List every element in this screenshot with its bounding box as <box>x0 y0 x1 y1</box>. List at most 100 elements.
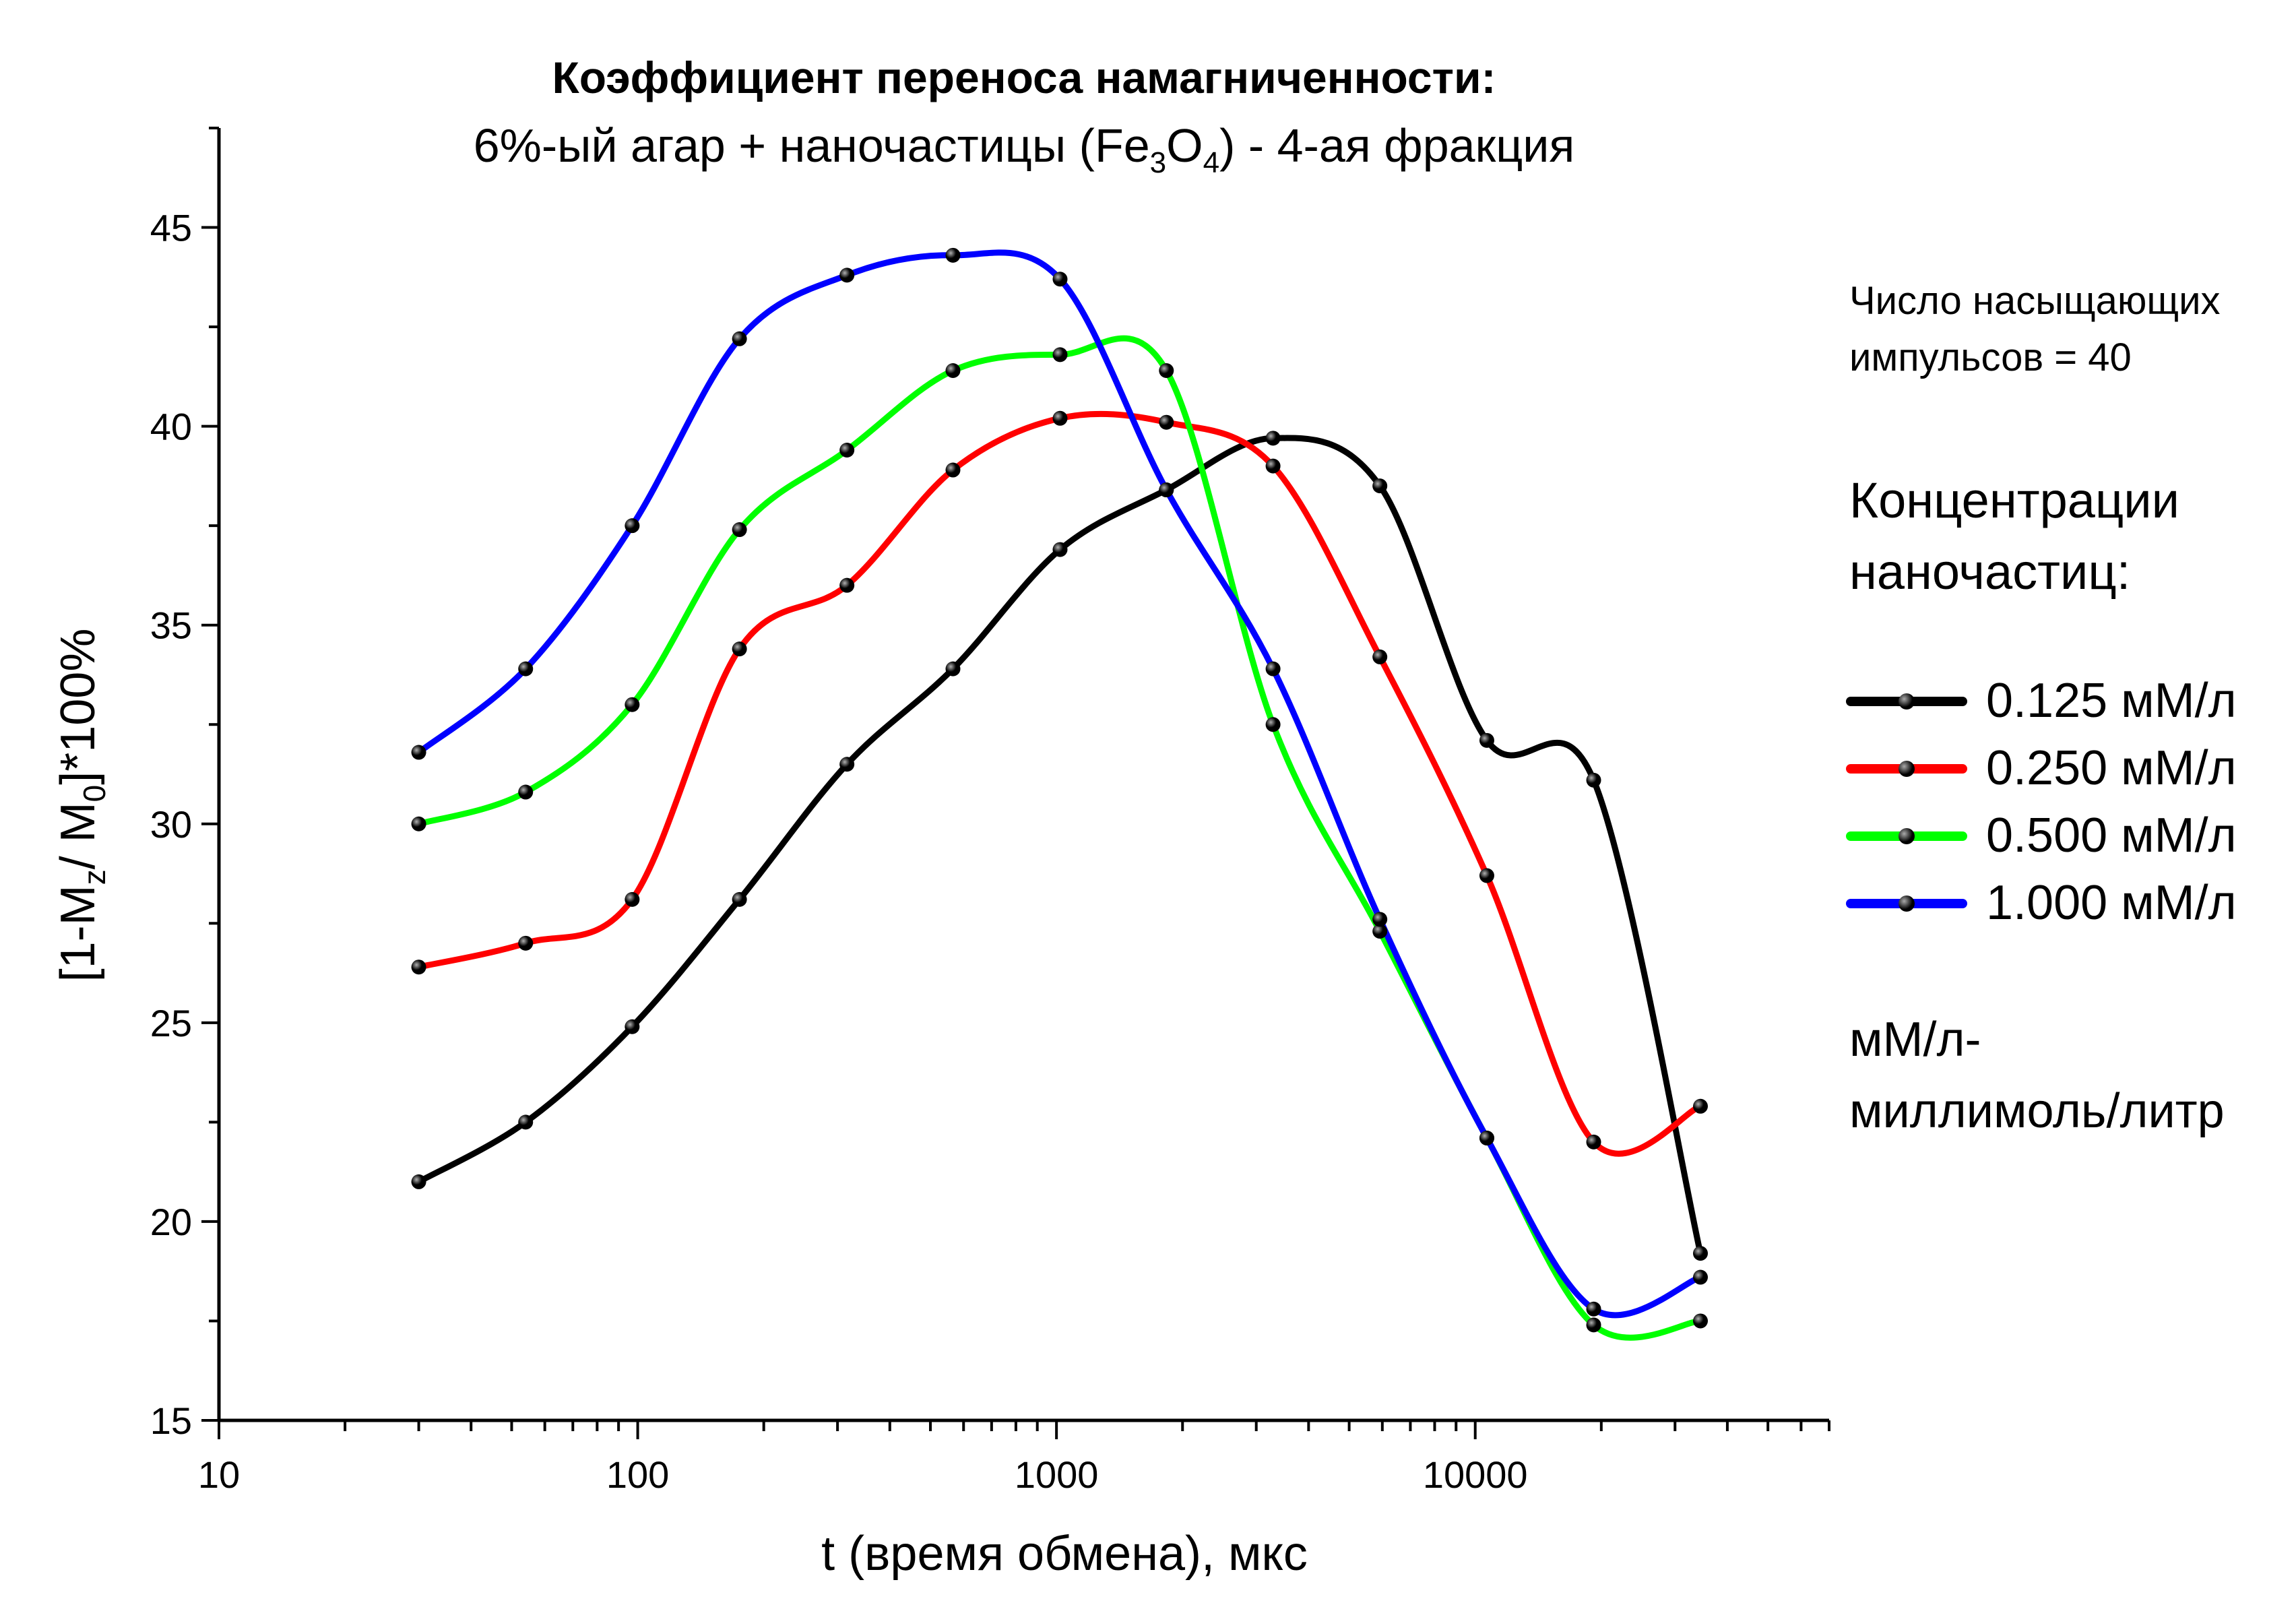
data-point-series-1 <box>1052 542 1068 557</box>
data-point-series-2 <box>1372 649 1388 664</box>
y-tick-label: 15 <box>150 1399 192 1442</box>
data-point-series-3 <box>732 522 747 538</box>
data-point-series-1 <box>839 757 855 772</box>
data-point-series-3 <box>1159 363 1174 378</box>
legend-entry-0250: 0.250 мМ/л <box>1846 734 2296 802</box>
data-point-series-1 <box>945 661 961 676</box>
data-point-series-3 <box>839 443 855 458</box>
data-point-series-2 <box>1052 410 1068 426</box>
data-point-series-4 <box>518 661 534 676</box>
legend-title-line-1: Концентрации <box>1849 472 2179 528</box>
legend-marker <box>1899 761 1915 777</box>
data-point-series-4 <box>1586 1301 1601 1317</box>
unit-note-line-2: миллимоль/литр <box>1849 1084 2225 1138</box>
data-point-series-4 <box>1693 1269 1709 1285</box>
legend-title: Концентрации наночастиц: <box>1849 465 2179 608</box>
data-point-series-4 <box>1052 272 1068 287</box>
y-label-part-3: ]*100% <box>51 629 105 785</box>
data-point-series-1 <box>1479 732 1494 748</box>
data-point-series-1 <box>732 891 747 907</box>
data-point-series-3 <box>1265 717 1281 732</box>
y-tick-label: 45 <box>150 207 192 249</box>
series-curve-1 <box>416 435 1704 1257</box>
data-point-series-2 <box>411 959 426 975</box>
data-point-series-4 <box>411 745 426 760</box>
data-point-series-4 <box>839 268 855 283</box>
data-point-series-2 <box>1479 868 1494 883</box>
data-point-series-1 <box>1265 431 1281 446</box>
series-curve-2 <box>416 410 1704 1157</box>
legend: 0.125 мМ/л 0.250 мМ/л 0.500 мМ/л 1.000 м… <box>1846 667 2291 937</box>
legend-marker <box>1899 828 1915 844</box>
data-point-series-1 <box>1586 772 1601 788</box>
pulses-note-line-1: Число насыщающих <box>1849 279 2221 323</box>
data-point-series-4 <box>1265 661 1281 676</box>
data-point-series-2 <box>1159 414 1174 430</box>
data-point-series-4 <box>1479 1130 1494 1145</box>
legend-label: 0.500 мМ/л <box>1986 809 2237 862</box>
data-point-series-4 <box>1159 482 1174 498</box>
unit-note-line-1: мМ/л- <box>1849 1013 1981 1067</box>
legend-marker <box>1899 895 1915 912</box>
legend-entry-0500: 0.500 мМ/л <box>1846 802 2296 869</box>
legend-title-line-2: наночастиц: <box>1849 544 2131 600</box>
data-point-series-3 <box>518 784 534 800</box>
y-label-sub-2: 0 <box>77 785 112 802</box>
data-point-series-2 <box>625 891 640 907</box>
data-point-series-1 <box>625 1019 640 1034</box>
data-point-series-4 <box>625 518 640 534</box>
y-label-sub-1: z <box>77 869 112 885</box>
subtitle-sub-2: 4 <box>1203 146 1219 179</box>
y-label-part-1: [1-M <box>51 885 105 982</box>
data-point-series-4 <box>732 331 747 346</box>
data-point-series-1 <box>518 1114 534 1130</box>
x-axis-label: t (время обмена), мкс <box>821 1527 1308 1581</box>
data-point-series-2 <box>1586 1134 1601 1150</box>
data-point-series-3 <box>945 363 961 378</box>
chart-title: Коэффициент переноса намагниченности: <box>552 53 1496 102</box>
data-point-series-1 <box>1372 478 1388 494</box>
data-point-series-1 <box>1693 1246 1709 1261</box>
data-point-series-2 <box>518 935 534 951</box>
data-point-series-2 <box>839 577 855 593</box>
data-point-series-4 <box>945 247 961 263</box>
legend-label: 1.000 мМ/л <box>1986 876 2237 930</box>
x-tick-label: 1000 <box>1015 1453 1099 1496</box>
data-point-series-3 <box>1052 347 1068 363</box>
pulses-note: Число насыщающих импульсов = 40 <box>1849 273 2221 386</box>
data-point-series-3 <box>1693 1313 1709 1329</box>
data-point-series-2 <box>1693 1098 1709 1114</box>
data-point-series-1 <box>411 1174 426 1189</box>
unit-note: мМ/л- миллимоль/литр <box>1849 1004 2225 1147</box>
subtitle-part-2: O <box>1166 119 1203 172</box>
x-tick-label: 10 <box>198 1453 240 1496</box>
chart-subtitle: 6%-ый агар + наночастицы (Fe3O4) - 4-ая … <box>474 119 1575 179</box>
legend-entry-0125: 0.125 мМ/л <box>1846 667 2296 734</box>
series-curve-3 <box>416 335 1704 1341</box>
x-tick-label: 100 <box>606 1453 669 1496</box>
data-point-series-3 <box>1372 924 1388 939</box>
legend-marker <box>1899 693 1915 710</box>
y-axis-label: [1-Mz/ M0]*100% <box>51 629 112 982</box>
subtitle-part-1: 6%-ый агар + наночастицы (Fe <box>474 119 1150 172</box>
subtitle-sub-1: 3 <box>1150 146 1166 179</box>
y-tick-label: 35 <box>150 604 192 647</box>
pulses-note-line-2: импульсов = 40 <box>1849 336 2132 379</box>
y-tick-label: 20 <box>150 1201 192 1243</box>
data-point-series-3 <box>1586 1317 1601 1333</box>
subtitle-part-3: ) - 4-ая фракция <box>1219 119 1574 172</box>
y-label-part-2: / M <box>51 802 105 869</box>
points-layer <box>411 247 1709 1333</box>
legend-label: 0.250 мМ/л <box>1986 741 2237 795</box>
legend-entry-1000: 1.000 мМ/л <box>1846 869 2296 937</box>
data-point-series-2 <box>1265 458 1281 474</box>
x-tick-label: 10000 <box>1423 1453 1528 1496</box>
data-point-series-2 <box>945 462 961 478</box>
legend-label: 0.125 мМ/л <box>1986 674 2237 728</box>
data-point-series-2 <box>732 641 747 657</box>
data-point-series-4 <box>1372 912 1388 927</box>
data-point-series-3 <box>411 816 426 831</box>
y-tick-label: 25 <box>150 1002 192 1044</box>
data-point-series-3 <box>625 697 640 712</box>
